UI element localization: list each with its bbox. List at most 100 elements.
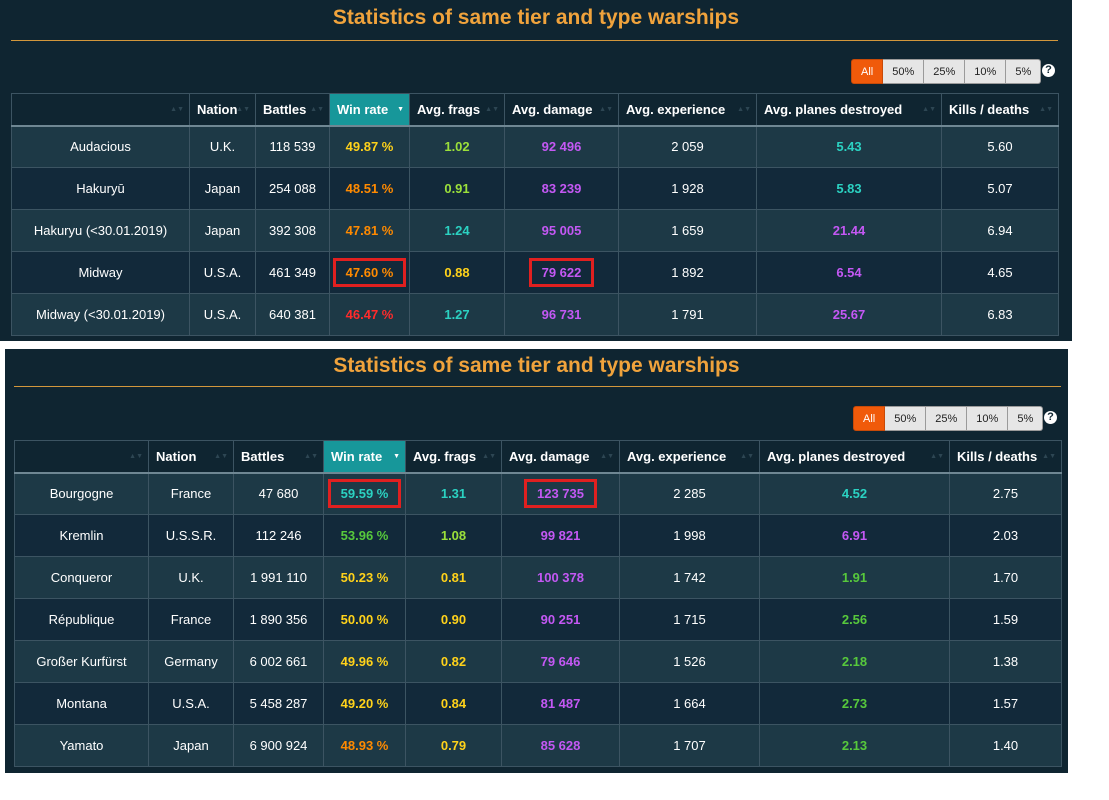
battles-cell: 1 890 356 <box>233 598 324 641</box>
win-rate-cell-value: 49.20 % <box>340 696 389 711</box>
avg-damage-cell: 90 251 <box>501 598 620 641</box>
battles-cell-value: 254 088 <box>269 181 316 196</box>
column-header-battles[interactable]: Battles ▲▼ <box>233 440 324 474</box>
filter-25-button[interactable]: 25% <box>924 59 966 84</box>
battles-cell: 5 458 287 <box>233 682 324 725</box>
filter-10-button[interactable]: 10% <box>965 59 1007 84</box>
column-header-avg-damage[interactable]: Avg. damage ▲▼ <box>501 440 620 474</box>
avg-experience-cell: 1 742 <box>619 556 760 599</box>
column-header-avg-planes-destroyed[interactable]: Avg. planes destroyed ▲▼ <box>756 93 942 127</box>
column-header-avg-damage[interactable]: Avg. damage ▲▼ <box>504 93 619 127</box>
column-header-avg-planes-destroyed[interactable]: Avg. planes destroyed ▲▼ <box>759 440 950 474</box>
ship-name-link-value[interactable]: Bourgogne <box>49 486 114 502</box>
help-icon[interactable]: ? <box>1044 411 1057 424</box>
avg-experience-cell-value: 1 659 <box>671 223 704 238</box>
column-header-win-rate[interactable]: Win rate ▼ <box>323 440 406 474</box>
avg-experience-cell: 1 526 <box>619 640 760 683</box>
ship-name-link-value[interactable]: Hakuryu (<30.01.2019) <box>33 223 168 238</box>
column-header-avg-experience[interactable]: Avg. experience ▲▼ <box>618 93 757 127</box>
avg-planes-destroyed-cell-value: 2.56 <box>841 612 868 627</box>
ship-name-link[interactable]: Hakuryu (<30.01.2019) <box>11 209 190 252</box>
ship-name-link[interactable]: Yamato <box>14 724 149 767</box>
ship-name-link-value[interactable]: République <box>48 612 115 627</box>
help-icon[interactable]: ? <box>1042 64 1055 77</box>
ship-name-link[interactable]: République <box>14 598 149 641</box>
filter-50-button[interactable]: 50% <box>883 59 925 84</box>
filter-all-button[interactable]: All <box>853 406 886 431</box>
avg-frags-cell-value: 1.08 <box>440 528 467 543</box>
ship-name-link-value[interactable]: Hakuryū <box>76 181 125 196</box>
nation-cell: U.S.A. <box>189 293 256 336</box>
filter-5-button[interactable]: 5% <box>1008 406 1044 431</box>
column-header-kills-deaths[interactable]: Kills / deaths ▲▼ <box>941 93 1059 127</box>
win-rate-cell-value: 48.93 % <box>340 738 389 753</box>
avg-damage-cell-value: 90 251 <box>540 612 581 627</box>
nation-cell-value: U.S.S.R. <box>165 528 217 543</box>
ship-name-link[interactable]: Bourgogne <box>14 472 149 515</box>
ship-name-link[interactable]: Conqueror <box>14 556 149 599</box>
kills-deaths-cell-value: 1.38 <box>992 654 1019 669</box>
ship-name-link-value[interactable]: Montana <box>56 696 107 711</box>
avg-planes-destroyed-cell-value: 25.67 <box>832 307 866 322</box>
ship-name-link[interactable]: Hakuryū <box>11 167 190 210</box>
avg-frags-cell: 1.27 <box>409 293 505 336</box>
filter-50-button[interactable]: 50% <box>885 406 927 431</box>
column-header-battles[interactable]: Battles ▲▼ <box>255 93 330 127</box>
avg-planes-destroyed-cell: 6.91 <box>759 514 950 557</box>
column-header-nation[interactable]: Nation ▲▼ <box>189 93 256 127</box>
win-rate-cell: 59.59 % <box>323 472 406 515</box>
kills-deaths-cell-value: 2.03 <box>992 528 1019 543</box>
kills-deaths-cell-value: 1.59 <box>992 612 1019 627</box>
nation-cell: U.S.A. <box>148 682 234 725</box>
filter-25-button[interactable]: 25% <box>926 406 968 431</box>
avg-planes-destroyed-cell: 25.67 <box>756 293 942 336</box>
avg-experience-cell: 2 285 <box>619 472 760 515</box>
ship-name-link[interactable]: Audacious <box>11 125 190 168</box>
avg-planes-destroyed-cell-value: 5.43 <box>836 139 862 155</box>
kills-deaths-cell-value: 1.40 <box>992 738 1019 753</box>
ship-name-link[interactable]: Midway <box>11 251 190 294</box>
stats-table: ▲▼ Nation ▲▼ Battles ▲▼ Win rate ▼ Avg. fra… <box>14 440 1062 767</box>
ship-name-link-value[interactable]: Midway <box>78 265 123 280</box>
filter-all-button[interactable]: All <box>851 59 884 84</box>
column-header-avg-experience[interactable]: Avg. experience ▲▼ <box>619 440 760 474</box>
avg-frags-cell: 0.84 <box>405 682 502 725</box>
table-row: Kremlin U.S.S.R. 112 246 53.96 % 1.08 99 821 1… <box>14 514 1062 557</box>
nation-cell-value: U.K. <box>178 570 204 585</box>
column-header-nation[interactable]: Nation ▲▼ <box>148 440 234 474</box>
nation-cell-value: Japan <box>173 738 209 753</box>
filter-5-button[interactable]: 5% <box>1006 59 1042 84</box>
ship-name-link-value[interactable]: Yamato <box>59 738 104 753</box>
ship-name-link[interactable]: Großer Kurfürst <box>14 640 149 683</box>
avg-frags-cell-value: 0.79 <box>440 738 467 753</box>
table-row: Midway U.S.A. 461 349 47.60 % 0.88 79 622 1 89… <box>11 251 1059 294</box>
column-header-ship[interactable]: ▲▼ <box>14 440 149 474</box>
ship-name-link[interactable]: Midway (<30.01.2019) <box>11 293 190 336</box>
avg-planes-destroyed-cell: 21.44 <box>756 209 942 252</box>
column-header-avg-frags[interactable]: Avg. frags ▲▼ <box>405 440 502 474</box>
ship-name-link-value[interactable]: Kremlin <box>59 528 104 543</box>
column-header-ship[interactable]: ▲▼ <box>11 93 190 127</box>
column-header-kills-deaths[interactable]: Kills / deaths ▲▼ <box>949 440 1062 474</box>
ship-name-link[interactable]: Kremlin <box>14 514 149 557</box>
avg-damage-cell: 81 487 <box>501 682 620 725</box>
column-header-avg-frags[interactable]: Avg. frags ▲▼ <box>409 93 505 127</box>
column-header-win-rate[interactable]: Win rate ▼ <box>329 93 410 127</box>
stats-panel-upper: Statistics of same tier and type warship… <box>0 0 1072 341</box>
nation-cell: U.S.S.R. <box>148 514 234 557</box>
ship-name-link-value[interactable]: Midway (<30.01.2019) <box>36 307 165 322</box>
filter-10-button[interactable]: 10% <box>967 406 1009 431</box>
ship-name-link[interactable]: Montana <box>14 682 149 725</box>
ship-name-link-value[interactable]: Conqueror <box>50 570 113 585</box>
nation-cell-value: France <box>170 612 212 627</box>
ship-name-link-value[interactable]: Großer Kurfürst <box>36 654 127 669</box>
sort-icon: ▲▼ <box>485 106 499 113</box>
avg-experience-cell-value: 1 664 <box>673 696 706 711</box>
sort-icon: ▲▼ <box>740 453 754 460</box>
nation-cell: Japan <box>148 724 234 767</box>
win-rate-cell: 49.87 % <box>329 125 410 168</box>
kills-deaths-cell: 2.03 <box>949 514 1062 557</box>
avg-damage-cell-value: 95 005 <box>541 223 582 238</box>
ship-name-link-value[interactable]: Audacious <box>70 139 131 155</box>
avg-damage-cell: 85 628 <box>501 724 620 767</box>
